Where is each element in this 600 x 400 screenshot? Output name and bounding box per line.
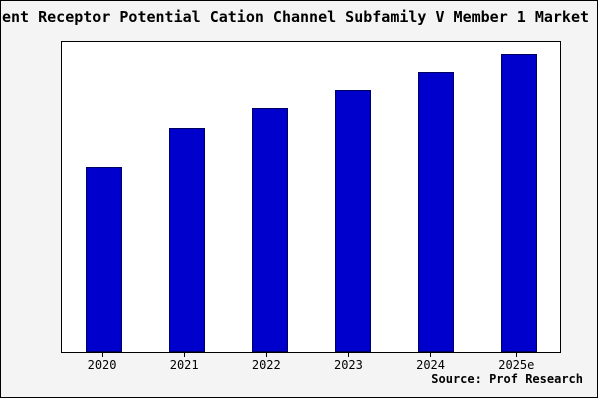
bar-column-2025e (500, 42, 537, 352)
bar-2023 (334, 89, 371, 352)
bar-column-2020 (85, 42, 122, 352)
bar-column-2021 (168, 42, 205, 352)
x-axis-labels: 2020 2021 2022 2023 2024 2025e (61, 353, 561, 372)
bar-2021 (168, 128, 205, 352)
plot-area (61, 41, 561, 353)
bar-column-2023 (334, 42, 371, 352)
x-tick-label-2020: 2020 (88, 353, 117, 372)
bars-container (62, 42, 560, 352)
bar-column-2022 (251, 42, 288, 352)
x-tick-label-2022: 2022 (252, 353, 281, 372)
x-tick-label-2025e: 2025e (498, 353, 534, 372)
bar-column-2024 (417, 42, 454, 352)
x-tick-label-2023: 2023 (334, 353, 363, 372)
x-tick-label-2024: 2024 (416, 353, 445, 372)
bar-2025e (500, 53, 537, 352)
bar-2024 (417, 71, 454, 352)
bar-2022 (251, 107, 288, 352)
x-tick-label-2021: 2021 (170, 353, 199, 372)
bar-2020 (85, 167, 122, 352)
source-text: Source: Prof Research (431, 372, 583, 386)
chart-title: ent Receptor Potential Cation Channel Su… (2, 8, 589, 26)
